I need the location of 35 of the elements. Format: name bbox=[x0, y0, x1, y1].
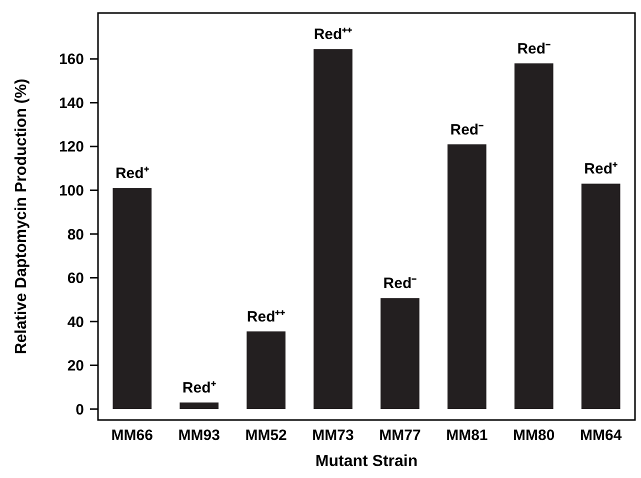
y-tick-label: 20 bbox=[67, 358, 84, 375]
y-tick-label: 60 bbox=[67, 270, 84, 288]
x-tick-label: MM73 bbox=[312, 427, 354, 444]
bar bbox=[112, 188, 152, 410]
bar bbox=[246, 331, 286, 410]
annotation: Red⁺⁺ bbox=[314, 26, 352, 44]
bar bbox=[314, 49, 352, 410]
annotation: Red⁻ bbox=[517, 40, 551, 58]
bar bbox=[448, 144, 486, 410]
bar bbox=[514, 63, 554, 410]
y-tick-label: 160 bbox=[58, 51, 84, 68]
x-tick-label: MM66 bbox=[111, 427, 153, 444]
y-axis-title: Relative Daptomycin Production (%) bbox=[13, 78, 30, 354]
annotation: Red⁺ bbox=[115, 165, 149, 182]
bar bbox=[581, 184, 620, 410]
annotation: Red⁺ bbox=[182, 379, 216, 396]
x-tick-label: MM52 bbox=[245, 427, 287, 444]
annotation: Red⁻ bbox=[450, 121, 484, 138]
annotation: Red⁺ bbox=[584, 160, 618, 178]
y-tick-label: 140 bbox=[58, 94, 84, 112]
y-tick-label: 40 bbox=[67, 314, 84, 331]
x-tick-label: MM80 bbox=[513, 427, 555, 444]
annotation: Red⁻ bbox=[383, 275, 417, 292]
x-tick-label: MM81 bbox=[446, 427, 488, 444]
bar bbox=[180, 402, 219, 410]
y-tick-label: 120 bbox=[58, 138, 84, 156]
bar bbox=[380, 298, 420, 410]
x-tick-label: MM77 bbox=[379, 427, 421, 444]
y-tick-label: 100 bbox=[58, 182, 84, 200]
x-axis-title: Mutant Strain bbox=[315, 453, 418, 470]
x-tick-label: MM64 bbox=[580, 427, 622, 444]
x-tick-label: MM93 bbox=[178, 427, 220, 444]
annotation: Red⁺⁺ bbox=[246, 308, 286, 326]
y-tick-label: 0 bbox=[76, 401, 84, 418]
y-tick-label: 80 bbox=[67, 226, 84, 244]
